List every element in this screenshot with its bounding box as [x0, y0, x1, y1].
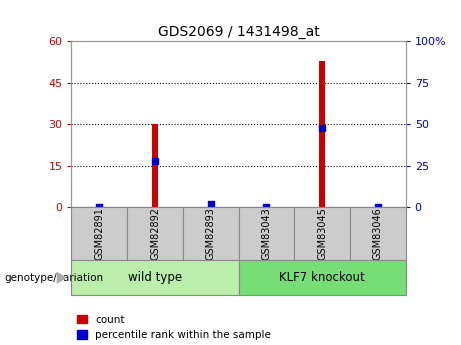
Legend: count, percentile rank within the sample: count, percentile rank within the sample: [77, 315, 271, 340]
Text: KLF7 knockout: KLF7 knockout: [279, 271, 365, 284]
Point: [207, 201, 214, 206]
Title: GDS2069 / 1431498_at: GDS2069 / 1431498_at: [158, 25, 319, 39]
Point: [374, 204, 382, 210]
Bar: [183, 207, 238, 260]
Bar: [294, 207, 350, 260]
Bar: [239, 207, 294, 260]
Text: GSM82893: GSM82893: [206, 207, 216, 260]
Text: GSM83045: GSM83045: [317, 207, 327, 260]
Bar: [71, 260, 239, 295]
Point: [95, 204, 103, 210]
Text: GSM83043: GSM83043: [261, 207, 272, 260]
Point: [263, 204, 270, 210]
Text: wild type: wild type: [128, 271, 182, 284]
Bar: [239, 260, 406, 295]
Text: GSM82892: GSM82892: [150, 207, 160, 260]
Text: GSM83046: GSM83046: [373, 207, 383, 260]
Point: [151, 158, 159, 164]
Bar: [319, 61, 325, 207]
Bar: [127, 207, 183, 260]
Text: GSM82891: GSM82891: [95, 207, 104, 260]
Bar: [350, 207, 406, 260]
Text: genotype/variation: genotype/variation: [5, 273, 104, 283]
Point: [319, 125, 326, 130]
Bar: [71, 207, 127, 260]
Bar: [152, 124, 159, 207]
